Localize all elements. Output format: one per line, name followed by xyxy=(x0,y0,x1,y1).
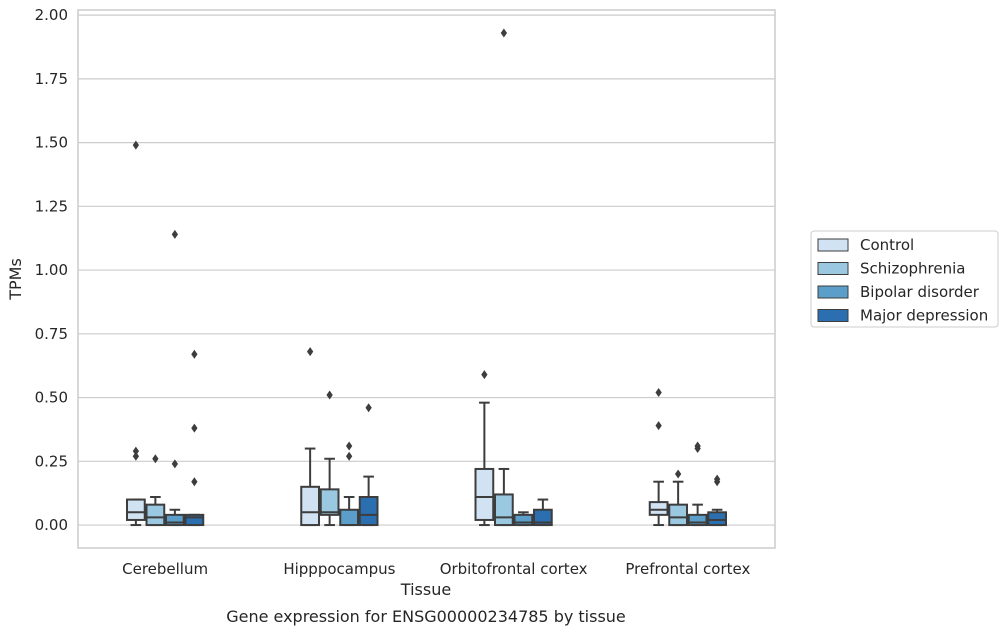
box xyxy=(687,513,708,527)
outlier-point xyxy=(191,423,198,433)
outlier-point xyxy=(132,446,140,456)
box-plot-marks xyxy=(126,28,727,527)
box-group xyxy=(339,441,359,527)
y-tick-label: 0.75 xyxy=(35,325,68,343)
box-group xyxy=(707,474,727,527)
outlier-point xyxy=(306,347,314,357)
box-group xyxy=(319,390,340,527)
box-group xyxy=(126,140,146,527)
legend-label: Major depression xyxy=(860,307,988,325)
x-tick-labels: Cerebellum Hipppocampus Orbitofrontal cort… xyxy=(122,560,750,578)
outlier-point xyxy=(326,390,333,400)
box-group xyxy=(668,469,688,527)
x-tick-label: Orbitofrontal cortex xyxy=(440,560,588,578)
legend-swatch xyxy=(817,309,849,322)
box-group xyxy=(358,403,379,527)
legend-label: Bipolar disorder xyxy=(860,283,980,301)
box-group xyxy=(184,349,205,527)
box xyxy=(707,511,727,527)
box xyxy=(145,503,166,527)
y-tick-label: 1.50 xyxy=(35,134,68,152)
outlier-point xyxy=(132,451,140,461)
box-group xyxy=(165,229,185,527)
outlier-point xyxy=(345,441,353,451)
outlier-point xyxy=(674,469,682,479)
x-tick-label: Prefrontal cortex xyxy=(625,560,750,578)
y-tick-label: 0.50 xyxy=(35,389,68,407)
box-group xyxy=(533,498,553,527)
legend: Control Schizophrenia Bipolar disorder Majo… xyxy=(810,230,999,328)
legend-swatch xyxy=(817,238,849,252)
y-tick-labels: 0.00 0.25 0.50 0.75 1.00 1.25 1.50 1.75 2.00 xyxy=(35,6,68,534)
y-axis-title: TPMs xyxy=(6,258,25,301)
box xyxy=(474,467,495,521)
outlier-point xyxy=(481,370,488,380)
box xyxy=(358,496,379,527)
outlier-point xyxy=(191,349,198,359)
chart-title: Gene expression for ENSG00000234785 by t… xyxy=(226,607,626,626)
outlier-point xyxy=(694,441,701,451)
y-tick-label: 1.00 xyxy=(35,261,68,279)
outlier-point xyxy=(171,229,179,239)
legend-frame xyxy=(810,230,999,328)
y-tick-label: 1.75 xyxy=(35,70,68,88)
y-tick-label: 0.00 xyxy=(35,516,68,534)
plot-area-frame xyxy=(77,9,776,549)
outlier-point xyxy=(365,403,372,413)
outlier-point xyxy=(132,140,140,150)
box-group xyxy=(474,370,495,527)
box xyxy=(300,485,320,527)
legend-items: Control Schizophrenia Bipolar disorder Majo… xyxy=(817,236,988,325)
legend-label: Schizophrenia xyxy=(860,260,965,278)
outlier-point xyxy=(171,459,179,469)
y-tick-label: 1.25 xyxy=(35,197,68,215)
box-group xyxy=(300,347,320,527)
box-group xyxy=(494,28,514,527)
box xyxy=(126,498,146,521)
box xyxy=(533,508,553,527)
outlier-point xyxy=(655,421,662,431)
box-group xyxy=(687,441,708,527)
y-tick-label: 2.00 xyxy=(35,6,68,24)
x-tick-label: Hipppocampus xyxy=(283,560,395,578)
box-group xyxy=(648,387,669,527)
box xyxy=(668,503,688,527)
box-group xyxy=(513,511,534,527)
box-group xyxy=(145,454,166,527)
x-axis-title: Tissue xyxy=(400,580,451,599)
box xyxy=(648,501,669,516)
box xyxy=(184,513,205,527)
y-tick-label: 0.25 xyxy=(35,452,68,470)
x-tick-label: Cerebellum xyxy=(122,560,208,578)
outlier-point xyxy=(345,451,353,461)
box xyxy=(513,513,534,527)
box xyxy=(339,508,359,527)
legend-swatch xyxy=(817,262,849,275)
legend-swatch xyxy=(817,285,849,299)
outlier-point xyxy=(655,387,662,397)
legend-label: Control xyxy=(860,236,914,254)
box xyxy=(319,488,340,516)
outlier-point xyxy=(713,474,721,484)
outlier-point xyxy=(500,28,508,38)
box xyxy=(494,493,514,527)
outlier-point xyxy=(191,477,198,487)
outlier-point xyxy=(152,454,159,464)
box xyxy=(165,513,185,527)
